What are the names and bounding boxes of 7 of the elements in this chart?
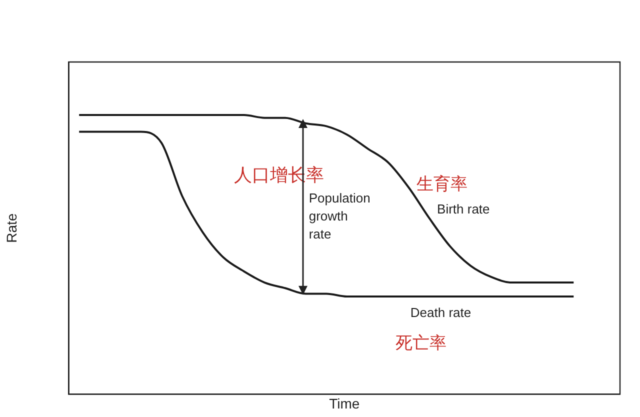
annotation: 生育率 — [416, 174, 468, 194]
x-axis-title: Time — [329, 395, 360, 412]
y-axis-title: Rate — [3, 213, 20, 243]
series-label: Birth rate — [437, 202, 490, 217]
annotation: 死亡率 — [396, 333, 447, 354]
annotation: Population growth rate — [308, 190, 370, 242]
series-label: Death rate — [410, 304, 472, 320]
